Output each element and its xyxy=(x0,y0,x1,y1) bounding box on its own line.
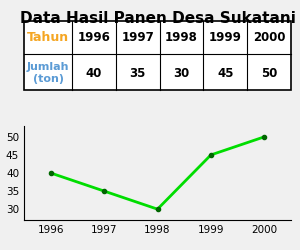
Text: 1999: 1999 xyxy=(209,31,242,44)
Text: 35: 35 xyxy=(130,66,146,80)
Text: 40: 40 xyxy=(86,66,102,80)
Text: 45: 45 xyxy=(217,66,234,80)
Text: 1998: 1998 xyxy=(165,31,198,44)
Text: Tahun: Tahun xyxy=(27,31,69,44)
Text: Jumlah
(ton): Jumlah (ton) xyxy=(27,62,69,84)
Text: 1997: 1997 xyxy=(122,31,154,44)
Text: 1996: 1996 xyxy=(77,31,110,44)
Text: 50: 50 xyxy=(261,66,277,80)
Text: Data Hasil Panen Desa Sukatani: Data Hasil Panen Desa Sukatani xyxy=(20,11,296,26)
Text: 2000: 2000 xyxy=(253,31,285,44)
Text: 30: 30 xyxy=(173,66,190,80)
Bar xyxy=(24,22,291,90)
